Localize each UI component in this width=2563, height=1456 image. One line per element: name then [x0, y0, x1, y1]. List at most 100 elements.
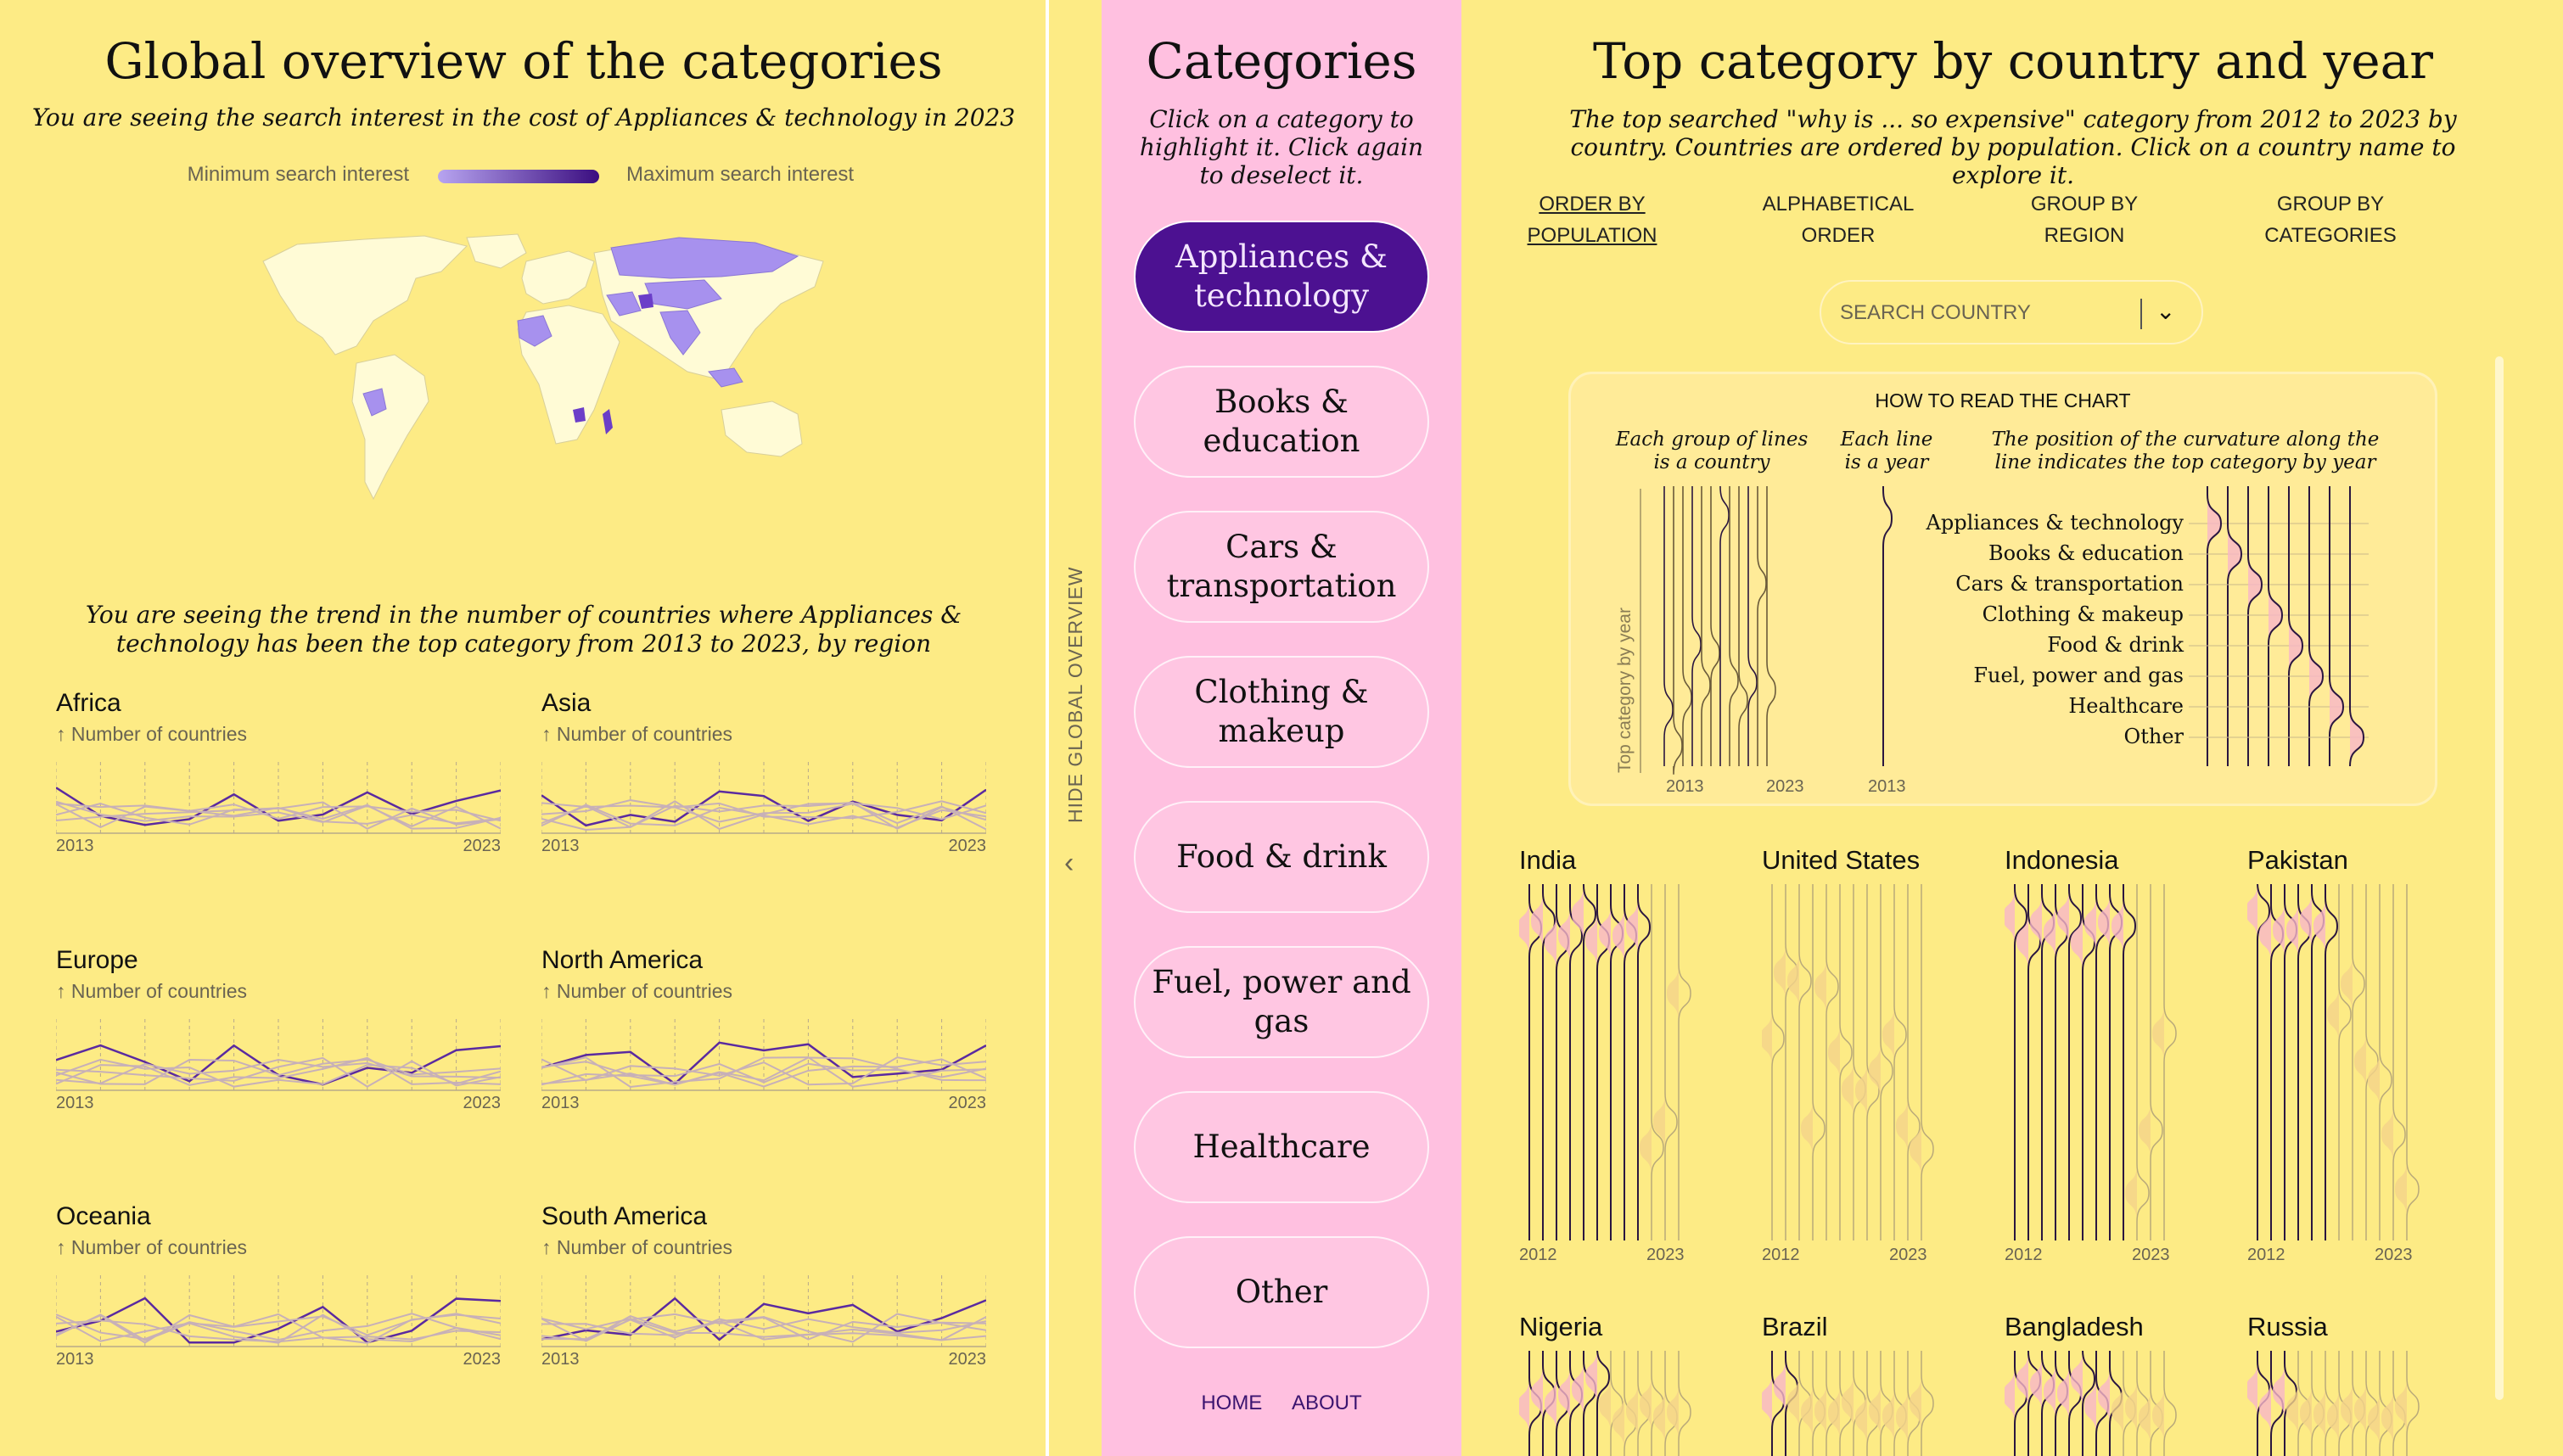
- other-trend-line: [541, 1317, 986, 1341]
- category-healthcare-button[interactable]: Healthcare: [1134, 1091, 1429, 1203]
- curve-fill: [1572, 1351, 1584, 1456]
- year-line: [2014, 884, 2028, 1240]
- curve-fill: [2152, 1351, 2164, 1456]
- sort-alphabetical-option[interactable]: ALPHABETICAL ORDER: [1736, 188, 1940, 251]
- category-curve-fill: [2207, 486, 2221, 766]
- map-southeast-asia-highlight[interactable]: [708, 367, 743, 388]
- year-start-label: 2013: [56, 1094, 94, 1112]
- category-curve-fill: [2248, 486, 2262, 766]
- map-east-africa-highlight[interactable]: [573, 407, 586, 423]
- footer-links: HOME ABOUT: [1102, 1392, 1461, 1415]
- category-example-line: [2349, 486, 2365, 767]
- year-line: [1921, 1351, 1934, 1456]
- curve-fill: [1882, 1351, 1894, 1456]
- sort-by-population-option[interactable]: ORDER BY POPULATION: [1490, 188, 1694, 251]
- map-greenland[interactable]: [466, 233, 527, 269]
- sort-option-line2: CATEGORIES: [2264, 224, 2397, 247]
- map-north-america[interactable]: [262, 235, 468, 356]
- other-trend-line: [541, 1058, 986, 1088]
- region-chart-europe[interactable]: Europe ↑ Number of countries 2013 2023: [56, 946, 501, 1133]
- about-link[interactable]: ABOUT: [1291, 1392, 1362, 1414]
- world-map[interactable]: [246, 227, 840, 516]
- category-example-line: [2227, 486, 2243, 766]
- category-cars-transportation-button[interactable]: Cars & transportation: [1134, 511, 1429, 623]
- country-name[interactable]: Pakistan: [2247, 845, 2348, 875]
- category-other-button[interactable]: Other: [1134, 1236, 1429, 1348]
- country-name[interactable]: Indonesia: [2005, 845, 2119, 875]
- category-books-education-button[interactable]: Books & education: [1134, 366, 1429, 478]
- region-chart-south-america[interactable]: South America ↑ Number of countries 2013…: [541, 1202, 986, 1389]
- global-overview-title: Global overview of the categories: [104, 32, 943, 90]
- group-by-region-option[interactable]: GROUP BY REGION: [1983, 188, 2186, 251]
- sort-option-line2: REGION: [2044, 224, 2125, 247]
- curve-fill: [2057, 884, 2069, 1240]
- map-west-africa-highlight[interactable]: [517, 315, 552, 347]
- region-chart-asia[interactable]: Asia ↑ Number of countries 2013 2023: [541, 689, 986, 876]
- category-clothing-makeup-button[interactable]: Clothing & makeup: [1134, 656, 1429, 768]
- country-name[interactable]: India: [1519, 845, 1577, 875]
- map-europe[interactable]: [521, 250, 595, 305]
- year-line: [1798, 884, 1812, 1240]
- curve-fill: [2273, 884, 2285, 1240]
- home-link[interactable]: HOME: [1201, 1392, 1263, 1414]
- year-end-label: 2023: [2375, 1246, 2413, 1264]
- year-end-label: 2023: [948, 837, 987, 855]
- category-fuel-power-gas-button[interactable]: Fuel, power and gas: [1134, 946, 1429, 1058]
- map-south-america[interactable]: [351, 354, 429, 501]
- country-name[interactable]: United States: [1762, 845, 1921, 875]
- hide-global-overview-toggle[interactable]: HIDE GLOBAL OVERVIEW ‹: [1052, 567, 1100, 899]
- year-line: [2055, 884, 2069, 1240]
- chevron-down-icon[interactable]: ⌄: [2156, 298, 2176, 324]
- map-middle-east-highlight[interactable]: [606, 291, 642, 316]
- highlight-trend-line: [541, 1296, 986, 1341]
- region-chart-africa[interactable]: Africa ↑ Number of countries 2013 2023: [56, 689, 501, 876]
- year-line: [2325, 884, 2339, 1240]
- how-to-read-diagram: Top category by year 2013 2023 2013 Applianc…: [1615, 486, 2369, 796]
- region-y-unit: ↑ Number of countries: [56, 1236, 247, 1258]
- category-appliances-technology-button[interactable]: Appliances & technology: [1134, 221, 1429, 333]
- country-lines: [2247, 1351, 2420, 1456]
- year-line: [2297, 884, 2312, 1240]
- region-chart-oceania[interactable]: Oceania ↑ Number of countries 2013 2023: [56, 1202, 501, 1389]
- region-chart-north-america[interactable]: North America ↑ Number of countries 2013…: [541, 946, 986, 1133]
- year-line: [2082, 1351, 2096, 1456]
- curve-fill: [1842, 1351, 1854, 1456]
- year-line: [2257, 884, 2271, 1240]
- category-row-label: Fuel, power and gas: [1973, 664, 2184, 687]
- country-name[interactable]: Bangladesh: [2005, 1312, 2144, 1341]
- curve-fill: [2030, 1351, 2042, 1456]
- country-name[interactable]: Brazil: [1762, 1312, 1828, 1341]
- map-south-asia-highlight[interactable]: [659, 310, 701, 356]
- map-russia-highlight[interactable]: [610, 237, 799, 279]
- vertical-scrollbar[interactable]: [2495, 356, 2504, 1400]
- legend-min-label: Minimum search interest: [187, 163, 409, 186]
- country-name[interactable]: Nigeria: [1519, 1312, 1603, 1341]
- curve-fill: [2354, 884, 2366, 1240]
- category-food-drink-button[interactable]: Food & drink: [1134, 801, 1429, 913]
- country-name[interactable]: Russia: [2247, 1312, 2328, 1341]
- category-row-label: Food & drink: [2047, 633, 2184, 657]
- map-peru-highlight[interactable]: [362, 388, 387, 417]
- other-trend-line: [541, 802, 986, 831]
- search-country-input[interactable]: [1838, 295, 2139, 331]
- year-end-label: 2023: [463, 1094, 502, 1112]
- curve-fill: [2112, 1351, 2123, 1456]
- year-line: [1542, 884, 1556, 1240]
- year-end-label: 2023: [948, 1094, 987, 1112]
- group-by-categories-option[interactable]: GROUP BY CATEGORIES: [2229, 188, 2432, 251]
- curve-fill: [1599, 1351, 1611, 1456]
- sparkline-plot: [56, 762, 501, 835]
- curve-fill: [1855, 1351, 1867, 1456]
- year-line: [1528, 884, 1543, 1240]
- other-trend-line: [56, 800, 501, 830]
- curve-fill: [1828, 884, 1840, 1240]
- map-madagascar-highlight[interactable]: [603, 409, 613, 434]
- curve-fill: [2044, 1351, 2055, 1456]
- curve-fill: [1626, 1351, 1638, 1456]
- curve-fill: [1869, 1351, 1881, 1456]
- sort-option-line1: ALPHABETICAL: [1762, 193, 1915, 216]
- curve-fill: [2341, 884, 2353, 1240]
- map-oceania[interactable]: [721, 400, 803, 457]
- map-iran-highlight[interactable]: [638, 294, 653, 309]
- year-line: [2163, 1351, 2177, 1456]
